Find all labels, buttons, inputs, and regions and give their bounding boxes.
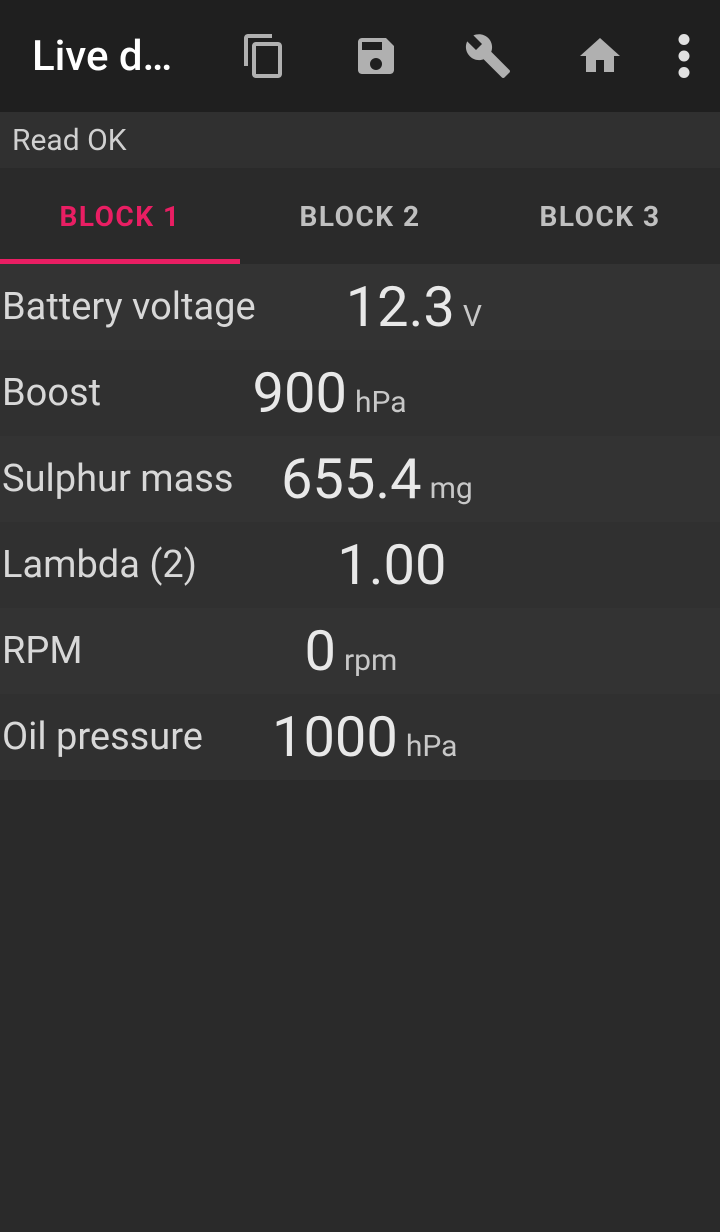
reading-row[interactable]: Battery voltage 12.3 V (0, 264, 720, 350)
status-bar: Read OK (0, 112, 720, 168)
toolbar-title: Live d… (32, 32, 186, 81)
reading-list: Battery voltage 12.3 V Boost 900 hPa Sul… (0, 264, 720, 780)
reading-row[interactable]: Lambda (2) 1.00 (0, 522, 720, 608)
reading-value-wrap: 0 rpm (83, 618, 402, 684)
reading-value: 1000 (272, 704, 398, 770)
reading-value: 12.3 (346, 274, 455, 340)
reading-unit: hPa (355, 385, 407, 420)
reading-value-wrap: 900 hPa (101, 360, 410, 426)
reading-label: Sulphur mass (2, 457, 234, 501)
reading-unit: hPa (406, 729, 458, 764)
reading-label: Oil pressure (2, 715, 203, 759)
toolbar-actions (186, 0, 712, 112)
reading-label: Lambda (2) (2, 543, 197, 587)
app-toolbar: Live d… (0, 0, 720, 112)
overflow-menu-icon[interactable] (656, 0, 712, 112)
tab-label: BLOCK 1 (59, 200, 180, 233)
reading-value-wrap: 1000 hPa (203, 704, 462, 770)
reading-row[interactable]: Sulphur mass 655.4 mg (0, 436, 720, 522)
reading-value: 1.00 (337, 532, 446, 598)
reading-row[interactable]: Oil pressure 1000 hPa (0, 694, 720, 780)
reading-label: RPM (2, 629, 83, 673)
tab-bar: BLOCK 1 BLOCK 2 BLOCK 3 (0, 168, 720, 264)
reading-label: Boost (2, 371, 101, 415)
tab-block-2[interactable]: BLOCK 2 (240, 168, 480, 264)
reading-value-wrap: 655.4 mg (234, 446, 477, 512)
status-text: Read OK (12, 123, 127, 158)
tab-block-3[interactable]: BLOCK 3 (480, 168, 720, 264)
save-icon[interactable] (320, 0, 432, 112)
tab-label: BLOCK 3 (539, 200, 660, 233)
reading-unit: mg (430, 471, 473, 506)
reading-label: Battery voltage (2, 285, 256, 329)
reading-unit: rpm (344, 643, 397, 678)
reading-row[interactable]: RPM 0 rpm (0, 608, 720, 694)
reading-unit: V (463, 299, 482, 334)
reading-value-wrap: 1.00 (197, 532, 459, 598)
reading-value-wrap: 12.3 V (256, 274, 486, 340)
reading-value: 0 (304, 618, 335, 684)
reading-value: 900 (253, 360, 347, 426)
copy-icon[interactable] (208, 0, 320, 112)
home-icon[interactable] (544, 0, 656, 112)
tab-label: BLOCK 2 (299, 200, 420, 233)
reading-value: 655.4 (281, 446, 422, 512)
tab-block-1[interactable]: BLOCK 1 (0, 168, 240, 264)
wrench-icon[interactable] (432, 0, 544, 112)
reading-row[interactable]: Boost 900 hPa (0, 350, 720, 436)
